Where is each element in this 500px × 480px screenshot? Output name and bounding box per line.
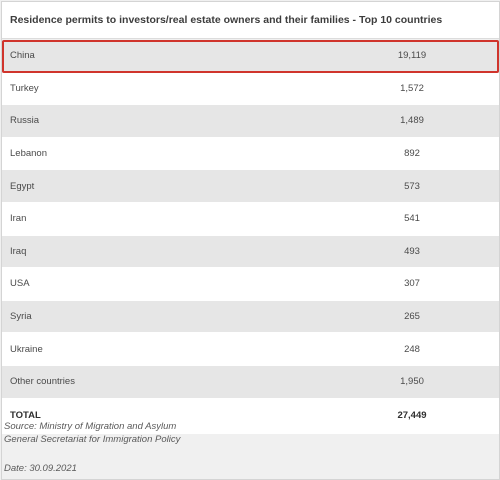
country-cell: Ukraine [10, 343, 43, 355]
table-header: Residence permits to investors/real esta… [2, 2, 499, 39]
date-line: Date: 30.09.2021 [4, 463, 77, 474]
table-row: Iran 541 [2, 202, 499, 236]
country-cell: Turkey [10, 82, 39, 94]
country-cell: Iraq [10, 245, 27, 257]
table-row: Iraq 493 [2, 235, 499, 269]
table-row: Ukraine 248 [2, 333, 499, 366]
table-row: Turkey 1,572 [2, 72, 499, 106]
table-body: China 19,119 Turkey 1,572 Russia 1,489 Lebanon… [2, 40, 499, 434]
country-cell: Russia [10, 115, 40, 127]
value-cell: 573 [404, 180, 420, 192]
source-line-1: Source: Ministry of Migration and Asylum [4, 421, 177, 432]
country-cell: Other countries [10, 376, 75, 388]
table-row: USA 307 [2, 268, 499, 301]
country-cell: Syria [10, 311, 32, 323]
value-cell: 541 [404, 213, 420, 225]
country-cell: Egypt [10, 180, 35, 192]
source-line-2: General Secretariat for Immigration Poli… [4, 433, 181, 445]
value-cell: 248 [404, 343, 420, 355]
value-cell: 493 [404, 245, 420, 257]
table-row: Egypt 573 [2, 170, 499, 203]
table-row: Lebanon 892 [2, 137, 499, 171]
value-cell: 1,950 [400, 376, 424, 388]
table-footer: Source: Ministry of Migration and Asylum… [4, 421, 180, 476]
value-cell: 892 [404, 148, 420, 160]
country-cell: China [10, 50, 35, 62]
total-value: 27,449 [397, 410, 427, 422]
value-cell: 1,489 [400, 115, 424, 127]
value-cell: 307 [404, 278, 420, 290]
country-cell: Iran [10, 213, 27, 225]
total-label: TOTAL [10, 410, 41, 422]
table-row: Other countries 1,950 [2, 365, 499, 399]
country-cell: USA [10, 278, 30, 290]
table-row: Russia 1,489 [2, 105, 499, 138]
total-row: TOTAL 27,449 [2, 398, 499, 434]
value-cell: 19,119 [397, 50, 427, 62]
table-row: China 19,119 [2, 40, 499, 73]
table-title: Residence permits to investors/real esta… [10, 14, 443, 26]
value-cell: 1,572 [400, 82, 424, 94]
country-cell: Lebanon [10, 148, 47, 160]
table-row: Syria 265 [2, 300, 499, 334]
value-cell: 265 [404, 311, 420, 323]
